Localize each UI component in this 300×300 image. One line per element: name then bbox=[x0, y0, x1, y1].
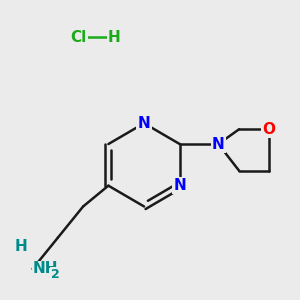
Text: 2: 2 bbox=[50, 268, 59, 281]
Text: N: N bbox=[173, 178, 186, 193]
Text: H: H bbox=[108, 30, 121, 45]
Text: N: N bbox=[212, 136, 225, 152]
Text: Cl: Cl bbox=[70, 30, 87, 45]
Text: H: H bbox=[14, 239, 27, 254]
Text: N: N bbox=[138, 116, 150, 131]
Text: O: O bbox=[262, 122, 275, 137]
Text: NH: NH bbox=[33, 261, 58, 276]
